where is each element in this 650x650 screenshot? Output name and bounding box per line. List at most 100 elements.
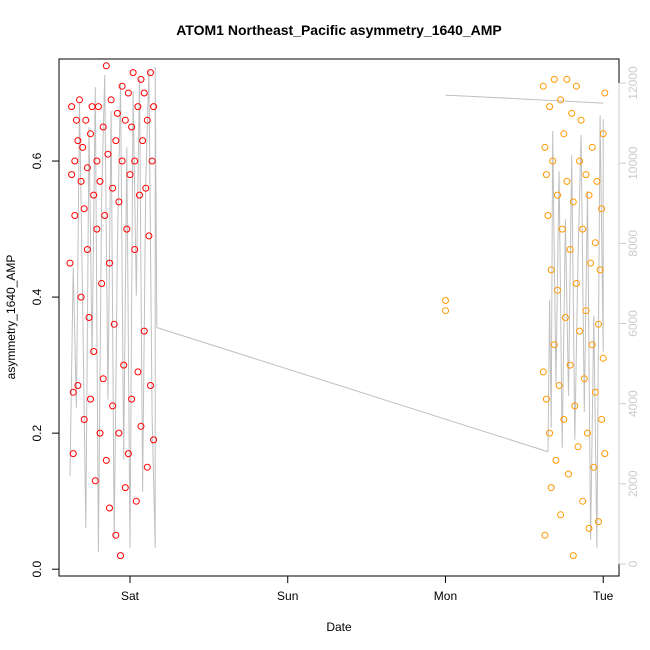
- depth-line-layer: [69, 66, 604, 553]
- data-point-s1-2: [539, 82, 547, 90]
- data-point-s0-77: [147, 69, 154, 77]
- depth-line-segment-0: [69, 66, 158, 553]
- data-point-s0-38: [106, 504, 113, 512]
- data-point-s1-57: [595, 518, 602, 526]
- data-point-s1-37: [574, 443, 582, 451]
- data-point-s0-73: [142, 184, 150, 192]
- data-point-s0-26: [93, 157, 101, 165]
- data-point-s0-28: [94, 103, 102, 111]
- data-point-s1-13: [549, 157, 557, 165]
- data-point-s1-38: [576, 157, 584, 165]
- data-point-s1-60: [598, 205, 606, 213]
- data-point-s1-59: [598, 416, 606, 423]
- data-point-s0-18: [83, 164, 91, 172]
- data-point-s0-74: [143, 463, 151, 471]
- data-point-s1-46: [584, 429, 591, 437]
- data-point-s0-22: [88, 103, 96, 111]
- data-point-s0-47: [115, 429, 123, 437]
- data-point-s1-21: [557, 511, 565, 519]
- data-point-s1-35: [572, 82, 580, 90]
- data-point-s0-16: [82, 116, 90, 124]
- data-point-s0-64: [132, 497, 140, 505]
- data-point-s1-52: [590, 463, 598, 471]
- x-axis-label: Date: [326, 620, 352, 634]
- data-point-s1-28: [565, 470, 572, 478]
- data-point-s0-14: [80, 416, 88, 423]
- x-tick-label-2: Mon: [434, 589, 457, 603]
- data-point-s0-72: [140, 89, 148, 97]
- data-point-s1-42: [579, 225, 587, 233]
- data-point-s0-32: [99, 123, 107, 131]
- data-point-s0-58: [126, 171, 134, 179]
- data-point-s0-63: [131, 157, 139, 165]
- depth-line-segment-1: [547, 115, 604, 548]
- data-point-s1-11: [547, 266, 555, 274]
- data-point-s1-14: [550, 341, 558, 349]
- data-point-s1-24: [560, 416, 568, 423]
- data-point-s0-42: [109, 184, 117, 192]
- data-point-s0-7: [72, 116, 80, 124]
- data-point-s1-58: [596, 266, 604, 274]
- depth-connector-1: [445, 94, 604, 104]
- data-point-s1-15: [550, 75, 558, 83]
- data-point-s0-46: [113, 109, 121, 117]
- data-point-s0-54: [121, 484, 129, 492]
- x-axis: Sat Sun Mon Tue: [121, 575, 614, 603]
- data-point-s1-44: [582, 171, 590, 179]
- y2-tick-label-1: 2000: [626, 470, 640, 497]
- y-tick-label-1: 0.2: [30, 424, 44, 441]
- data-point-s1-27: [563, 177, 571, 185]
- data-point-s1-4: [541, 143, 549, 151]
- data-point-s0-45: [112, 531, 120, 539]
- data-point-s1-23: [560, 130, 568, 138]
- data-point-s1-8: [544, 212, 552, 219]
- data-point-s0-62: [131, 246, 139, 253]
- y2-tick-label-3: 6000: [626, 310, 640, 337]
- data-point-s1-43: [580, 375, 588, 383]
- data-point-s0-35: [102, 62, 110, 70]
- data-point-s0-31: [98, 280, 106, 287]
- x-tick-label-0: Sat: [121, 589, 140, 603]
- data-point-s1-18: [554, 286, 561, 294]
- data-point-s0-68: [137, 75, 145, 83]
- data-point-s1-50: [588, 341, 596, 349]
- data-point-s1-61: [599, 130, 607, 138]
- data-point-s1-19: [555, 382, 563, 389]
- data-point-s0-13: [79, 143, 87, 151]
- data-point-s0-12: [77, 293, 85, 301]
- data-point-s1-40: [577, 116, 585, 124]
- data-point-s1-53: [591, 239, 599, 247]
- data-point-s0-24: [90, 348, 98, 355]
- data-point-s0-44: [112, 137, 120, 145]
- data-point-s0-61: [129, 69, 137, 77]
- data-point-s0-48: [115, 198, 123, 206]
- data-point-s0-15: [80, 205, 88, 213]
- x-tick-label-3: Tue: [593, 589, 614, 603]
- data-point-s1-16: [552, 456, 560, 464]
- data-point-s0-71: [140, 327, 148, 335]
- data-point-s0-37: [104, 150, 112, 158]
- data-point-s1-62: [599, 354, 607, 362]
- data-point-s0-51: [118, 157, 126, 165]
- data-point-s0-56: [124, 89, 132, 97]
- data-point-s0-10: [76, 96, 83, 104]
- y-tick-label-2: 0.4: [30, 288, 44, 305]
- data-point-s0-17: [83, 246, 91, 253]
- data-point-s1-64: [601, 450, 609, 458]
- data-point-s0-49: [117, 552, 124, 560]
- data-point-s1-39: [576, 327, 584, 335]
- data-point-s1-20: [557, 96, 565, 104]
- data-point-s1-63: [601, 89, 609, 97]
- data-point-s1-25: [561, 314, 569, 321]
- chart-title: ATOM1 Northeast_Pacific asymmetry_1640_A…: [176, 22, 502, 38]
- data-point-s0-5: [71, 157, 79, 165]
- depth-connector-0: [156, 327, 549, 453]
- data-point-s0-4: [69, 450, 77, 458]
- data-point-s0-41: [109, 402, 117, 410]
- data-point-s0-36: [102, 456, 110, 464]
- data-point-s0-1: [68, 103, 76, 111]
- data-point-s0-60: [128, 395, 136, 403]
- data-point-s1-22: [558, 225, 566, 233]
- data-point-s0-65: [134, 103, 142, 111]
- data-point-s0-50: [118, 82, 126, 90]
